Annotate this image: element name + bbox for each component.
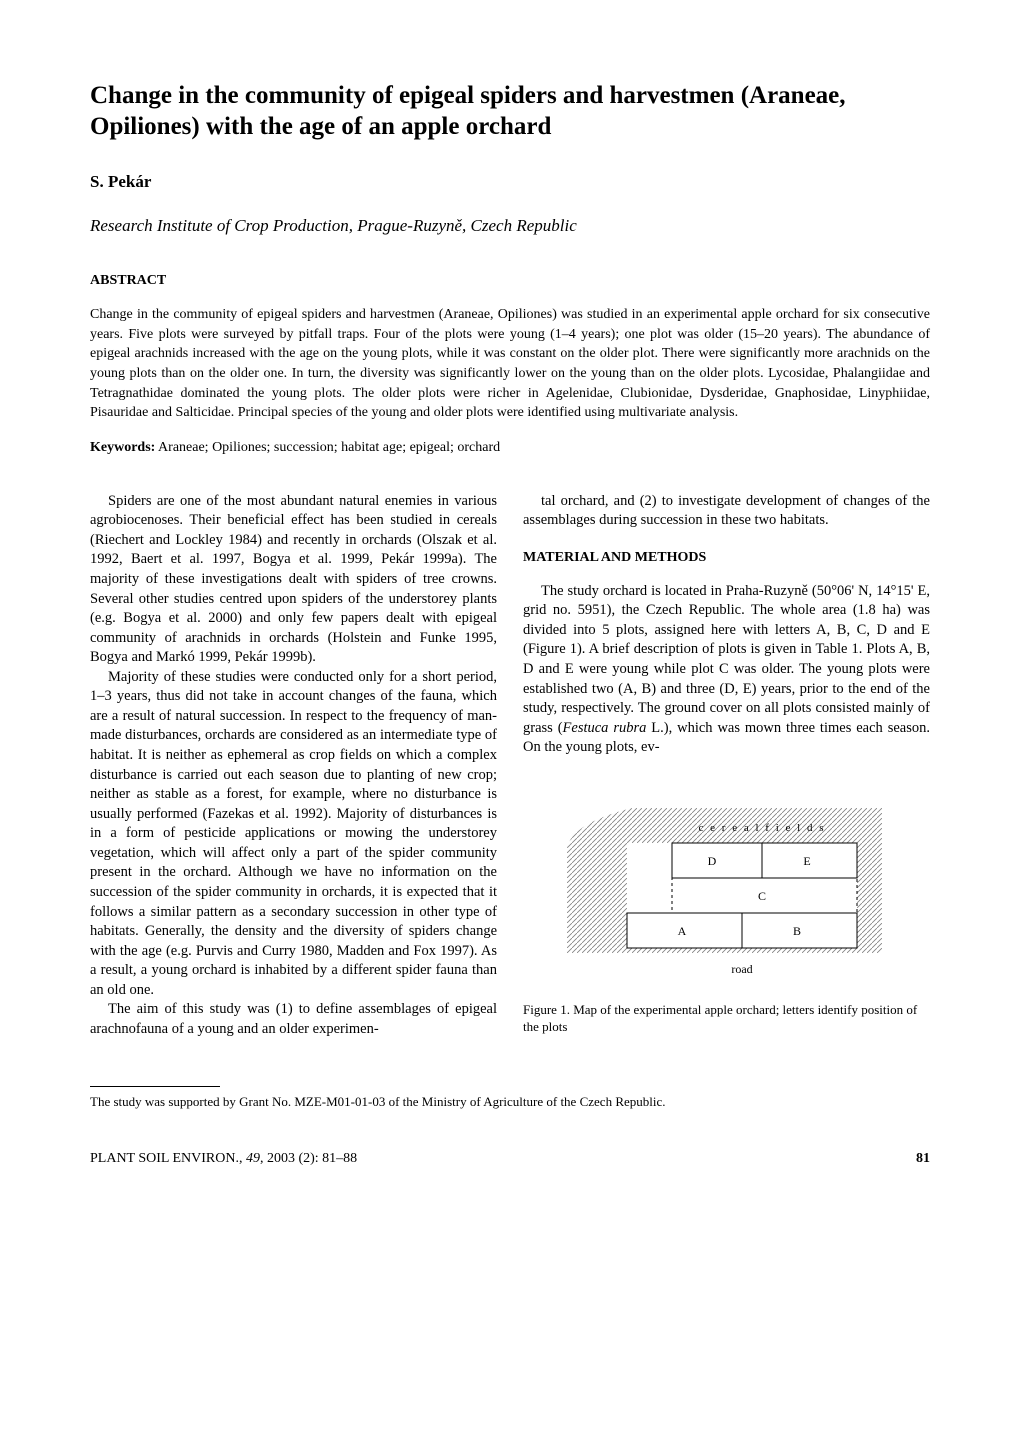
keywords-label: Keywords: xyxy=(90,440,155,455)
cereal-fields-label: c e r e a l f i e l d s xyxy=(698,822,825,834)
figure-1-caption: Figure 1. Map of the experimental apple … xyxy=(523,1002,930,1036)
intro-continuation: tal orchard, and (2) to investigate deve… xyxy=(523,492,930,531)
abstract-text: Change in the community of epigeal spide… xyxy=(90,305,930,423)
keywords-text: Araneae; Opiliones; succession; habitat … xyxy=(155,440,500,455)
intro-paragraph-2: Majority of these studies were conducted… xyxy=(90,668,497,1001)
page-footer: PLANT SOIL ENVIRON., 49, 2003 (2): 81–88… xyxy=(90,1150,930,1169)
plot-c-label: C xyxy=(757,889,765,903)
road-label: road xyxy=(731,962,752,976)
materials-text-a: The study orchard is located in Praha-Ru… xyxy=(523,583,930,736)
paper-title: Change in the community of epigeal spide… xyxy=(90,80,930,143)
journal-name: PLANT SOIL ENVIRON., xyxy=(90,1151,246,1166)
page-number: 81 xyxy=(916,1150,930,1169)
author-name: S. Pekár xyxy=(90,171,930,194)
funding-footnote: The study was supported by Grant No. MZE… xyxy=(90,1093,930,1111)
plot-d-label: D xyxy=(707,854,716,868)
species-name: Festuca rubra xyxy=(563,720,647,736)
plot-a-label: A xyxy=(677,924,686,938)
footnote-rule xyxy=(90,1086,220,1087)
author-affiliation: Research Institute of Crop Production, P… xyxy=(90,215,930,238)
materials-heading: MATERIAL AND METHODS xyxy=(523,549,930,568)
right-column: tal orchard, and (2) to investigate deve… xyxy=(523,492,930,1056)
abstract-heading: ABSTRACT xyxy=(90,272,930,291)
plot-b-label: B xyxy=(792,924,800,938)
orchard-map-svg: c e r e a l f i e l d s D E C A B road xyxy=(562,788,892,988)
keywords-line: Keywords: Araneae; Opiliones; succession… xyxy=(90,439,930,458)
materials-paragraph: The study orchard is located in Praha-Ru… xyxy=(523,582,930,758)
plot-e-label: E xyxy=(803,854,810,868)
journal-citation: PLANT SOIL ENVIRON., 49, 2003 (2): 81–88 xyxy=(90,1150,357,1169)
intro-paragraph-3: The aim of this study was (1) to define … xyxy=(90,1000,497,1039)
journal-volume: 49 xyxy=(246,1151,260,1166)
body-columns: Spiders are one of the most abundant nat… xyxy=(90,492,930,1056)
figure-1: c e r e a l f i e l d s D E C A B road F… xyxy=(523,788,930,1036)
journal-issue-pages: , 2003 (2): 81–88 xyxy=(260,1151,357,1166)
left-column: Spiders are one of the most abundant nat… xyxy=(90,492,497,1056)
intro-paragraph-1: Spiders are one of the most abundant nat… xyxy=(90,492,497,668)
